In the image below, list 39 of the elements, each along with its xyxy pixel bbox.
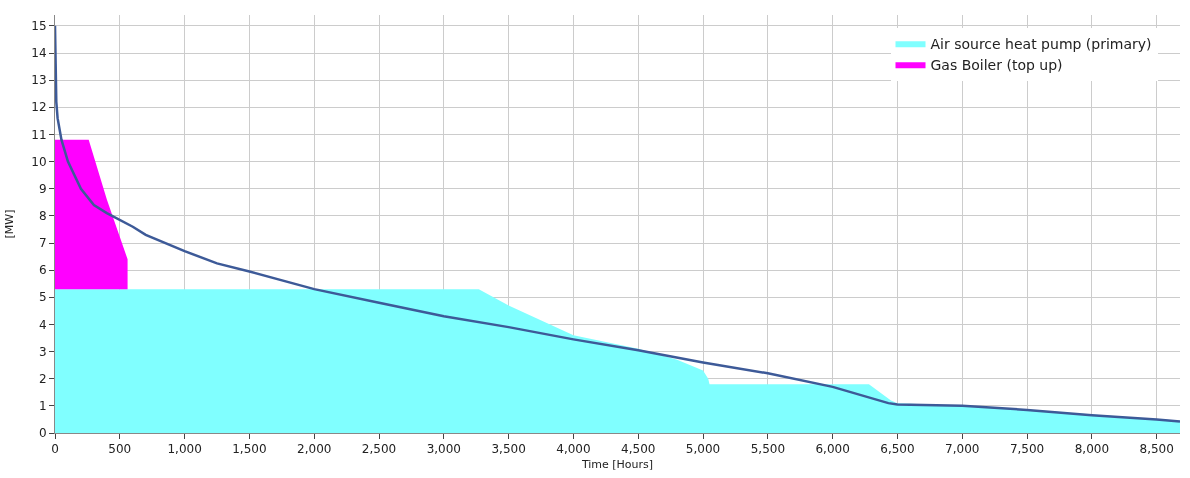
y-tick-label: 7 [38, 236, 47, 251]
x-tick-label: 8,500 [1139, 442, 1174, 457]
x-tick-label: 2,500 [361, 442, 397, 457]
y-tick-label: 14 [31, 46, 47, 61]
y-tick-label: 4 [38, 317, 47, 332]
x-tick-label: 1,500 [232, 442, 267, 457]
x-tick-label: 4,000 [556, 442, 591, 457]
x-tick-label: 5,000 [685, 442, 721, 457]
legend-label: Gas Boiler (top up) [930, 56, 1063, 73]
x-tick-label: 3,000 [426, 442, 461, 457]
y-tick-label: 8 [38, 209, 47, 224]
y-tick-label: 12 [31, 100, 47, 115]
y-tick-label: 11 [31, 127, 47, 142]
line-series [55, 24, 1180, 423]
y-tick-label: 13 [31, 73, 47, 88]
x-tick-label: 7,000 [945, 442, 980, 457]
y-tick-label: 0 [38, 426, 47, 441]
x-tick-label: 5,500 [750, 442, 786, 457]
x-tick-label: 7,500 [1009, 442, 1045, 457]
x-tick-label: 2,000 [297, 442, 332, 457]
y-tick-label: 3 [38, 344, 47, 359]
y-axis-title: [MW] [2, 209, 16, 239]
y-tick-label: 5 [38, 290, 47, 305]
legend-label: Air source heat pump (primary) [930, 35, 1152, 52]
y-tick-label: 10 [31, 154, 47, 169]
x-axis-title: Time [Hours] [580, 457, 654, 471]
x-tick-label: 4,500 [621, 442, 656, 457]
y-tick-label: 2 [38, 371, 47, 386]
y-tick-label: 9 [38, 181, 47, 196]
x-tick-label: 6,000 [815, 442, 850, 457]
x-tick-label: 6,500 [880, 442, 915, 457]
x-tick-label: 1,000 [167, 442, 202, 457]
x-tick-label: 500 [108, 442, 132, 457]
y-tick-label: 6 [38, 263, 47, 278]
x-tick-label: 3,500 [491, 442, 526, 457]
x-tick-label: 0 [51, 442, 59, 457]
y-tick-label: 1 [38, 399, 47, 414]
y-tick-label: 15 [31, 19, 47, 34]
x-tick-label: 8,000 [1074, 442, 1110, 457]
